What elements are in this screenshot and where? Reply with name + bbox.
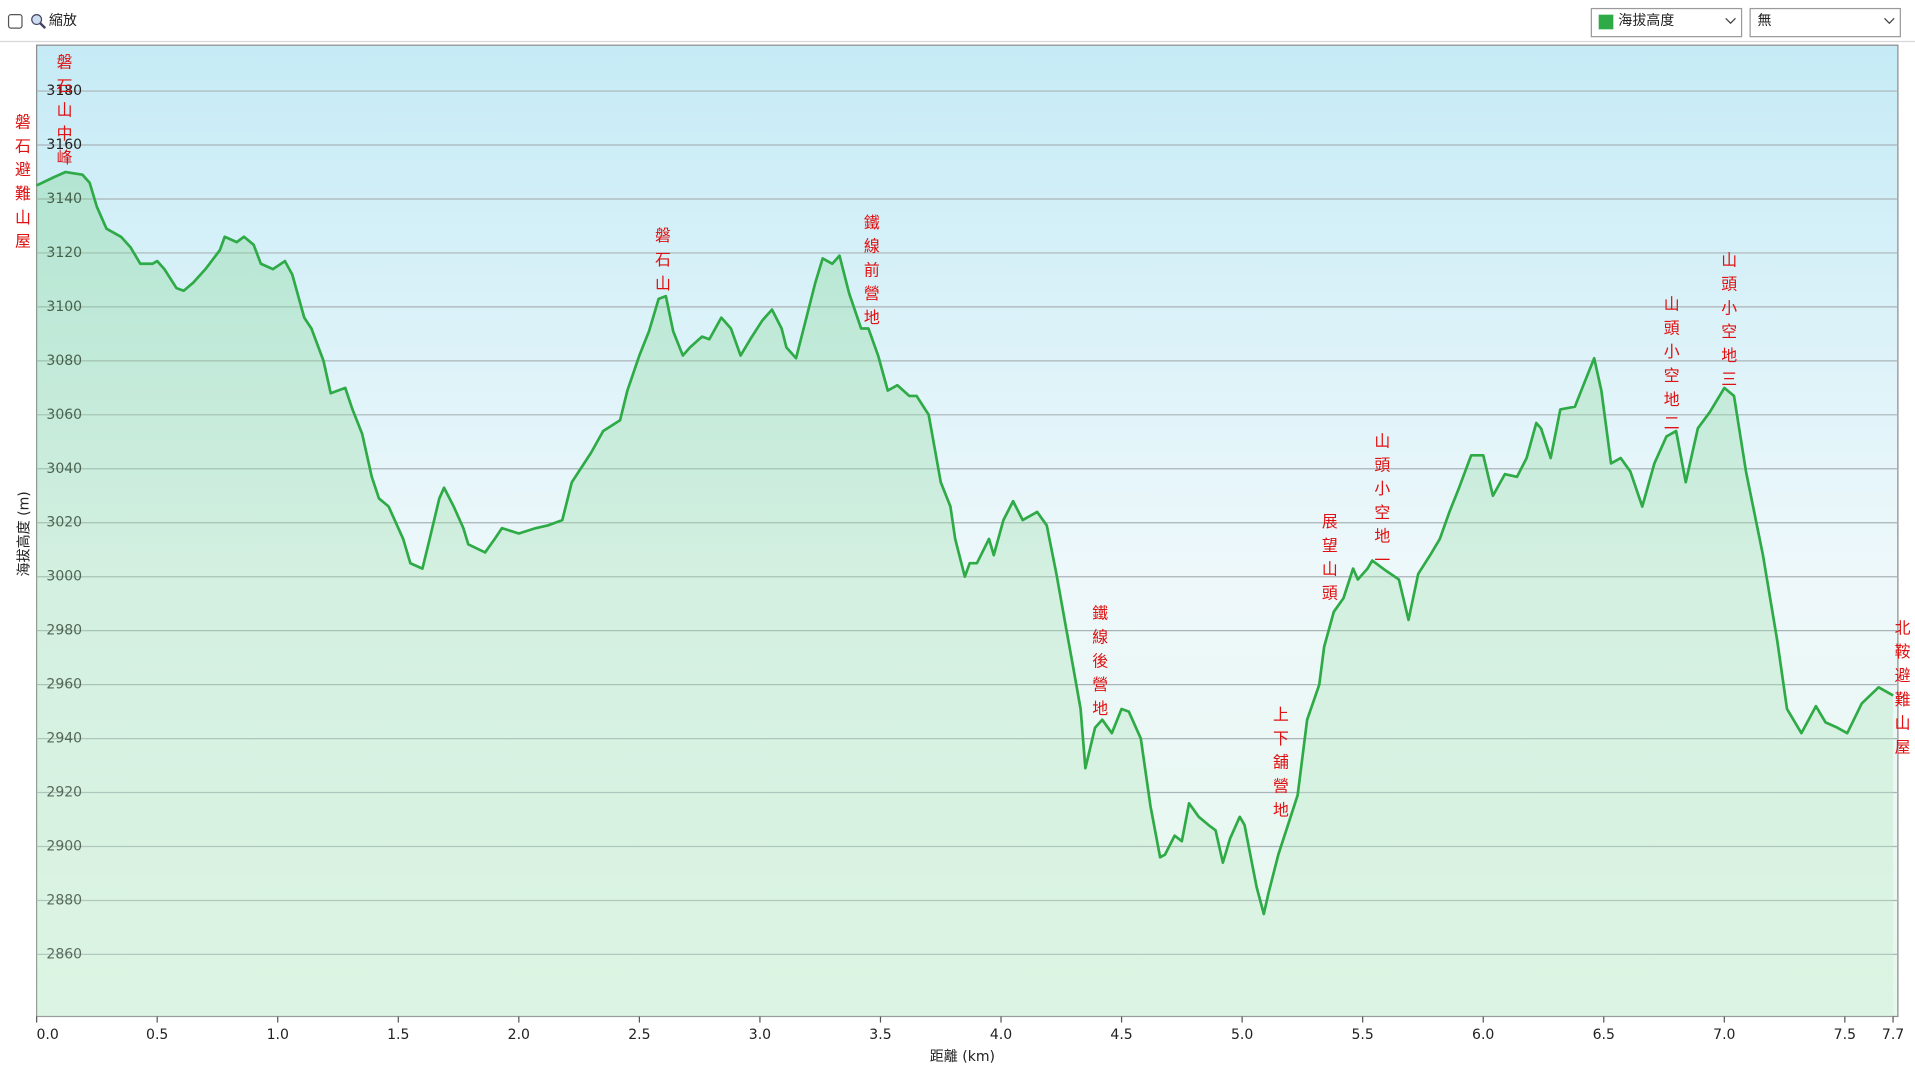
zoom-icon-handle: [39, 22, 47, 29]
x-tick-label: 7.5: [1834, 1027, 1856, 1043]
annotation: 山頭小空地三: [1719, 252, 1738, 395]
x-tick-label: 5.5: [1352, 1027, 1374, 1043]
select-text[interactable]: 海拔高度: [1618, 12, 1674, 29]
annotation: 磐石避難山屋: [12, 114, 31, 257]
chevron: [1884, 17, 1895, 25]
x-tick-label: 4.5: [1110, 1027, 1132, 1043]
x-tick-label: 1.0: [267, 1027, 289, 1043]
x-tick-label: 0.0: [36, 1027, 58, 1043]
chevron: [1725, 17, 1736, 25]
x-tick-label: 2.5: [628, 1027, 650, 1043]
annotation: 上下舖營地: [1270, 706, 1289, 825]
annotation: 展望山頭: [1319, 513, 1338, 608]
elevation-line: [36, 170, 1894, 916]
overlay-select[interactable]: 無: [1749, 7, 1901, 38]
x-tick-label: 6.5: [1593, 1027, 1615, 1043]
x-axis-label: 距離 (km): [930, 1048, 995, 1065]
annotation: 磐石山中峰: [54, 54, 73, 173]
annotation: 磐石山: [652, 227, 671, 298]
x-tick-label: 7.0: [1713, 1027, 1735, 1043]
select-box[interactable]: [1749, 7, 1901, 38]
x-tick-label: 3.5: [869, 1027, 891, 1043]
annotation: 北鞍避難山屋: [1892, 619, 1911, 762]
x-tick-label: 4.0: [990, 1027, 1012, 1043]
series-swatch: [1598, 14, 1614, 30]
annotation: 鐵線後營地: [1090, 604, 1109, 724]
x-tick-label: 2.0: [508, 1027, 530, 1043]
zoom-icon: [31, 14, 43, 26]
x-tick-label: 3.0: [749, 1027, 771, 1043]
select-text[interactable]: 無: [1757, 13, 1771, 29]
annotation: 山頭小空地二: [1661, 296, 1680, 439]
y-tick-label: 3180: [46, 83, 82, 99]
zoom-checkbox[interactable]: [7, 14, 23, 29]
x-tick-label: 5.0: [1231, 1027, 1253, 1043]
select-box[interactable]: [1590, 7, 1743, 38]
x-tick-label: 7.7: [1882, 1027, 1904, 1043]
annotation: 山頭小空地一: [1372, 432, 1391, 575]
x-tick-label: 1.5: [387, 1027, 409, 1043]
series-select[interactable]: 海拔高度: [1590, 7, 1743, 38]
x-tick-label: 0.5: [146, 1027, 168, 1043]
y-axis-label: 海拔高度 (m): [15, 491, 32, 576]
elevation-area: [36, 172, 1894, 1017]
x-tick-label: 6.0: [1472, 1027, 1494, 1043]
y-tick-label: 3160: [46, 137, 82, 153]
annotation: 鐵線前營地: [861, 213, 880, 333]
zoom-label: 縮放: [49, 13, 77, 29]
